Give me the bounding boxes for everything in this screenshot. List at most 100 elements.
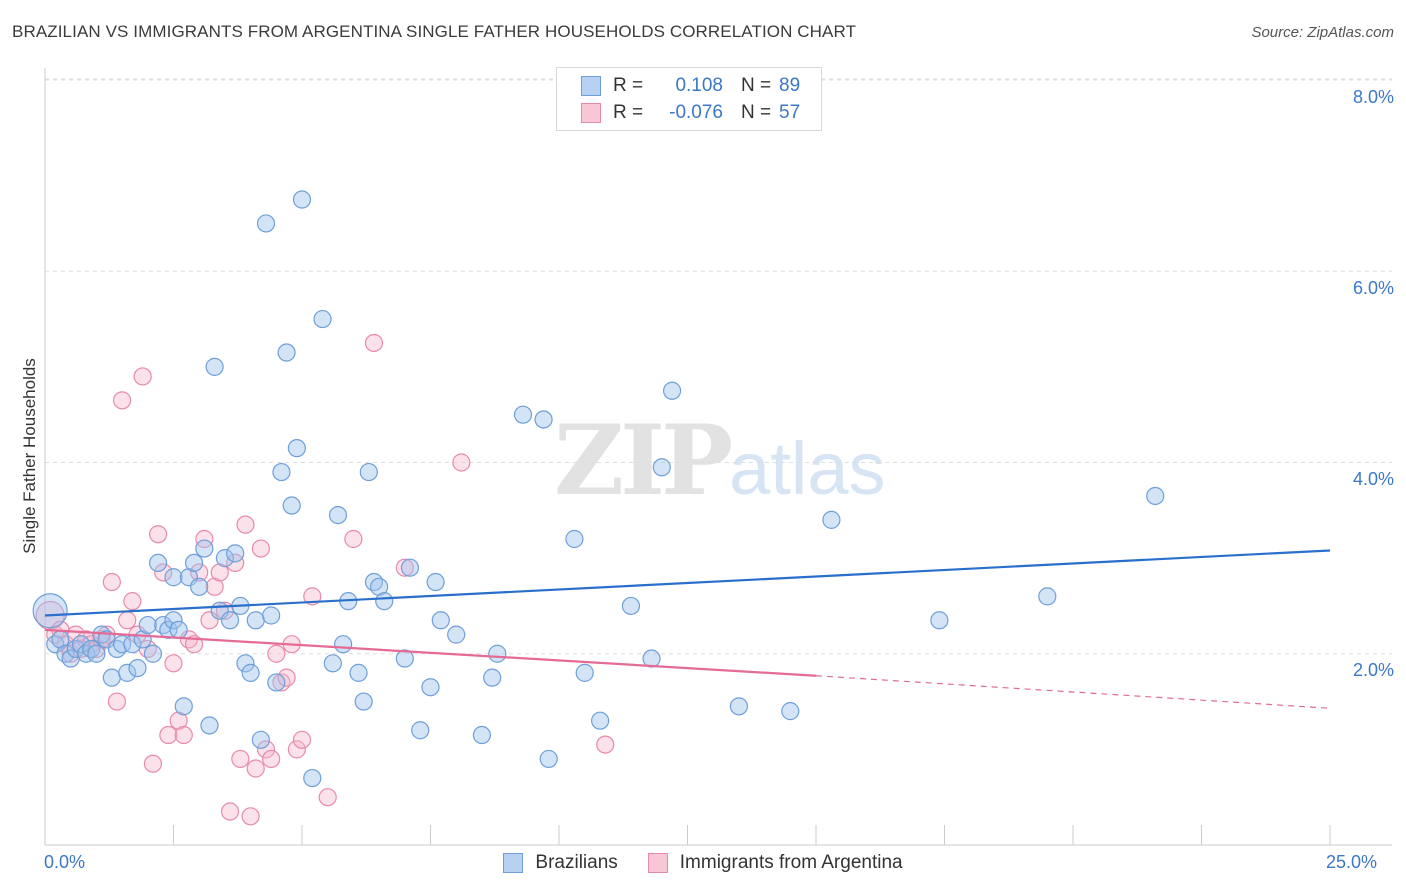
argentina-point: [236, 515, 255, 534]
argentina-point: [303, 587, 322, 606]
argentina-point: [174, 725, 193, 745]
argentina-point: [256, 740, 276, 759]
y-axis-label: Single Father Households: [20, 358, 39, 554]
brazilian-point: [359, 462, 378, 482]
legend-row-brazilians: R = 0.108 N = 89: [581, 74, 800, 98]
brazilian-point: [195, 539, 214, 558]
argentina-point: [107, 692, 127, 711]
brazilian-point: [236, 654, 255, 673]
legend-label-brazilians: Brazilians: [535, 852, 618, 873]
argentina-point: [133, 367, 152, 386]
brazilian-point: [400, 558, 420, 577]
y-tick-6: 6.0%: [1352, 278, 1394, 298]
legend-r-value: 0.108: [675, 75, 723, 96]
brazilian-points: [32, 190, 1165, 788]
argentina-trend-line: [44, 628, 817, 677]
brazilian-point: [138, 615, 157, 635]
brazilian-point: [118, 663, 137, 682]
brazilian-point: [246, 611, 265, 630]
brazilian-point: [164, 568, 183, 587]
brazilian-point: [621, 596, 641, 616]
brazilian-point: [483, 668, 502, 687]
brazilian-point: [184, 553, 204, 573]
argentina-point: [596, 735, 615, 754]
argentina-point: [220, 802, 240, 821]
brazilian-point: [652, 458, 671, 477]
brazilian-point: [71, 635, 91, 654]
argentina-point: [112, 391, 132, 410]
argentina-point: [344, 529, 363, 549]
brazilian-trend-line: [44, 549, 1331, 617]
brazilian-point: [87, 644, 106, 663]
legend-swatch-pink: [581, 103, 601, 123]
argentina-point: [195, 529, 214, 549]
brazilian-point: [174, 697, 193, 716]
x-tick-max: 25.0%: [1326, 852, 1378, 872]
y-tick-8: 8.0%: [1352, 87, 1394, 107]
argentina-points: [35, 333, 615, 826]
legend-r-value: -0.076: [669, 102, 723, 123]
argentina-point: [205, 577, 224, 596]
legend-r-label: R =: [613, 102, 644, 123]
brazilian-point: [220, 611, 240, 630]
stats-legend: R = 0.108 N = 89 R = -0.076 N = 57: [556, 67, 822, 131]
series-legend: Brazilians Immigrants from Argentina: [0, 852, 1406, 874]
chart-title: BRAZILIAN VS IMMIGRANTS FROM ARGENTINA S…: [12, 22, 857, 41]
brazilian-point: [447, 625, 466, 644]
brazilian-point: [143, 644, 163, 663]
brazilian-point: [591, 711, 610, 730]
argentina-point: [154, 563, 173, 582]
brazilian-point: [431, 611, 450, 630]
brazilian-point: [575, 663, 594, 682]
argentina-point: [267, 644, 286, 663]
argentina-point: [262, 749, 281, 769]
brazilian-point: [251, 730, 270, 749]
argentina-point: [159, 725, 178, 745]
legend-r-label: R =: [613, 75, 644, 96]
argentina-point: [241, 807, 260, 826]
legend-row-argentina: R = -0.076 N = 57: [581, 101, 800, 125]
brazilian-point: [328, 505, 348, 525]
argentina-point: [452, 453, 471, 472]
brazilian-point: [1038, 587, 1057, 606]
brazilian-point: [421, 678, 440, 697]
brazilian-point: [272, 462, 291, 482]
brazilian-point: [267, 673, 286, 692]
brazilian-point: [539, 749, 558, 769]
argentina-trend-extension: [815, 675, 1331, 709]
legend-item-brazilians: Brazilians: [503, 852, 618, 874]
brazilian-point: [282, 496, 301, 515]
brazilian-point: [488, 644, 507, 663]
legend-swatch-pink: [647, 853, 668, 873]
trend-lines: [44, 549, 1331, 709]
argentina-point: [164, 654, 183, 673]
legend-n-label: N =: [741, 75, 772, 96]
source-credit: Source: ZipAtlas.com: [1251, 24, 1394, 41]
brazilian-point: [323, 654, 342, 673]
legend-n-label: N =: [741, 102, 772, 123]
brazilian-point: [395, 649, 414, 668]
brazilian-point: [287, 439, 306, 458]
brazilian-point: [565, 529, 584, 549]
argentina-point: [210, 563, 229, 582]
legend-n-value: 57: [779, 102, 801, 123]
argentina-point: [292, 730, 312, 749]
brazilian-point: [241, 663, 260, 682]
brazilian-point: [411, 721, 430, 740]
brazilian-point: [102, 668, 121, 687]
brazilian-point: [262, 606, 281, 625]
brazilian-point: [32, 593, 68, 629]
brazilian-point: [226, 544, 245, 563]
brazilian-point: [215, 549, 234, 568]
argentina-point: [287, 740, 306, 759]
brazilian-point: [313, 309, 332, 329]
brazilian-point: [200, 716, 219, 735]
watermark: ZIPatlas: [554, 404, 885, 517]
argentina-point: [318, 788, 337, 807]
argentina-point: [118, 611, 137, 630]
argentina-point: [277, 668, 296, 687]
brazilian-point: [662, 381, 682, 400]
watermark-atlas: atlas: [729, 427, 886, 510]
argentina-point: [123, 592, 142, 611]
